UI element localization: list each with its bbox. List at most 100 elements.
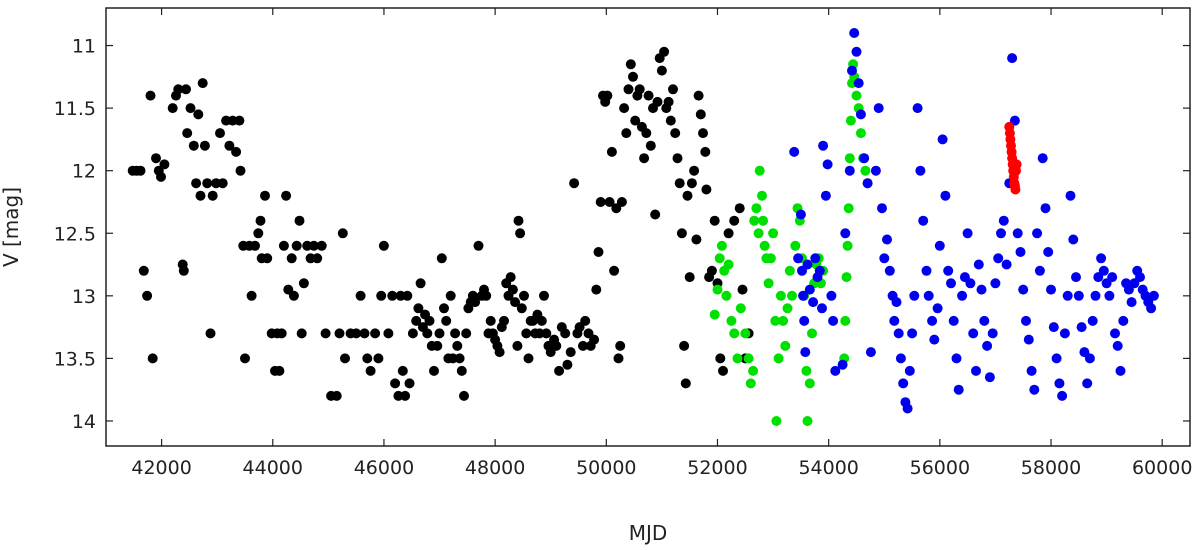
data-point <box>915 165 926 176</box>
data-point <box>748 365 759 376</box>
data-point <box>541 328 552 339</box>
data-point <box>940 190 951 201</box>
data-point <box>862 178 873 189</box>
data-point <box>932 303 943 314</box>
data-point <box>1043 247 1054 257</box>
data-point <box>1051 353 1062 364</box>
data-point <box>445 290 456 301</box>
data-point <box>749 215 760 226</box>
data-point <box>822 159 833 170</box>
data-point <box>400 390 411 401</box>
data-point <box>842 240 853 251</box>
data-point <box>413 303 424 314</box>
y-axis: 11 11.5 12 12.5 13 13.5 14 <box>54 36 1190 433</box>
data-point <box>560 328 571 339</box>
data-point <box>1048 322 1059 333</box>
data-point <box>820 190 831 201</box>
data-point <box>845 115 856 126</box>
data-point <box>921 265 932 276</box>
data-point <box>562 359 573 370</box>
data-point <box>665 115 676 126</box>
data-point <box>1007 53 1018 64</box>
data-point <box>262 253 273 264</box>
data-point <box>757 190 767 201</box>
data-point <box>870 165 881 176</box>
data-point <box>855 109 866 120</box>
y-tick-label: 11 <box>72 36 96 58</box>
data-point <box>847 65 857 76</box>
data-point <box>616 197 627 207</box>
data-point <box>689 165 700 176</box>
data-point <box>982 340 993 351</box>
data-point <box>630 115 641 126</box>
data-point <box>946 278 956 289</box>
data-point <box>953 384 964 395</box>
data-point <box>800 347 811 358</box>
data-point <box>510 297 521 308</box>
x-axis: 42000 44000 46000 48000 50000 52000 54000 56000… <box>131 8 1192 479</box>
data-point <box>454 353 465 364</box>
data-point <box>191 178 202 189</box>
data-point <box>810 253 821 264</box>
data-point <box>167 103 178 114</box>
data-point <box>943 265 954 276</box>
data-point <box>351 328 362 339</box>
data-point <box>407 328 418 339</box>
data-point <box>951 353 962 364</box>
data-point <box>976 284 987 295</box>
data-point <box>260 190 270 201</box>
data-point <box>844 165 855 176</box>
data-point <box>234 115 245 126</box>
data-point <box>1034 265 1045 276</box>
data-point <box>188 140 199 151</box>
data-point <box>891 297 902 308</box>
data-point <box>729 215 740 226</box>
data-point <box>589 334 600 345</box>
data-point <box>652 96 663 107</box>
data-point <box>734 203 745 214</box>
data-point <box>962 228 973 239</box>
data-point <box>679 340 690 351</box>
data-point <box>873 103 884 114</box>
data-point <box>602 90 613 101</box>
data-point <box>923 290 934 301</box>
data-point <box>193 109 204 120</box>
data-point <box>814 265 825 276</box>
data-point <box>456 365 467 376</box>
data-point <box>882 234 892 245</box>
data-point <box>676 228 687 239</box>
data-point <box>147 353 158 364</box>
data-point <box>441 315 452 326</box>
data-point <box>798 290 809 301</box>
data-point <box>383 328 394 339</box>
x-tick-label: 42000 <box>131 457 191 479</box>
data-point <box>877 203 887 214</box>
data-point <box>606 146 617 157</box>
data-point <box>181 84 191 95</box>
data-point <box>450 328 461 339</box>
data-point <box>415 278 426 289</box>
data-point <box>291 240 302 251</box>
data-point <box>459 390 469 401</box>
data-point <box>485 315 496 326</box>
x-tick-label: 50000 <box>576 457 636 479</box>
data-point <box>1146 303 1157 314</box>
x-tick-label: 44000 <box>243 457 303 479</box>
data-point <box>298 278 309 289</box>
data-point <box>539 290 549 301</box>
data-point <box>765 253 776 264</box>
data-point <box>452 340 463 351</box>
data-point <box>1040 203 1051 214</box>
data-point <box>609 265 620 276</box>
data-point <box>987 328 998 339</box>
data-point <box>1073 290 1084 301</box>
data-point <box>217 178 228 189</box>
data-point <box>1148 290 1159 301</box>
data-point <box>993 253 1004 264</box>
x-tick-label: 48000 <box>465 457 525 479</box>
data-point <box>481 290 492 301</box>
data-point <box>591 284 602 295</box>
data-point <box>643 90 654 101</box>
data-point <box>513 215 524 226</box>
data-point <box>639 153 650 164</box>
